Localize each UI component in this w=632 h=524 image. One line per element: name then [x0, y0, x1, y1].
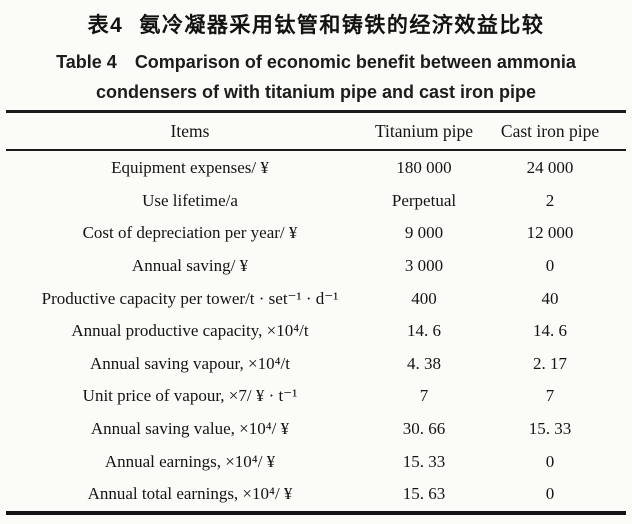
item-label: Equipment expenses/ ¥ [111, 158, 269, 178]
table-row: Productive capacity per tower/t · set⁻¹ … [6, 282, 626, 315]
titanium-value: 9 000 [404, 223, 444, 243]
cast-iron-value: 24 000 [526, 158, 574, 178]
table-row: Unit price of vapour, ×7/ ¥ · t⁻¹ 7 7 [6, 380, 626, 413]
economic-comparison-table: Items Titanium pipe Cast iron pipe Equip… [6, 110, 626, 515]
table-header-row: Items Titanium pipe Cast iron pipe [6, 113, 626, 151]
titanium-value: 15. 33 [402, 451, 446, 471]
title-english-line1: Table 4 Comparison of economic benefit b… [0, 52, 632, 73]
column-header-items: Items [170, 120, 210, 141]
titanium-value: 15. 63 [402, 484, 446, 504]
document-titles: 表4 氨冷凝器采用钛管和铸铁的经济效益比较 Table 4 Comparison… [0, 0, 632, 103]
cast-iron-value: 14. 6 [533, 321, 567, 341]
table-row: Annual total earnings, ×10⁴/ ¥ 15. 63 0 [6, 478, 626, 511]
item-label: Annual saving/ ¥ [131, 256, 249, 276]
titanium-value: 3 000 [404, 256, 444, 276]
cast-iron-value: 2 [545, 190, 555, 210]
cast-iron-value: 0 [545, 484, 555, 504]
cast-iron-value: 0 [545, 451, 555, 471]
item-label: Annual total earnings, ×10⁴/ ¥ [87, 484, 293, 504]
item-label: Annual productive capacity, ×10⁴/t [71, 321, 309, 341]
table-row: Use lifetime/a Perpetual 2 [6, 185, 626, 218]
table-row: Annual saving vapour, ×10⁴/t 4. 38 2. 17 [6, 348, 626, 381]
cast-iron-value: 15. 33 [528, 419, 572, 439]
column-header-titanium-pipe: Titanium pipe [374, 120, 474, 141]
titanium-value: 14. 6 [407, 321, 441, 341]
item-label: Cost of depreciation per year/ ¥ [82, 223, 298, 243]
table-title-en: Comparison of economic benefit between a… [134, 52, 576, 72]
item-label: Annual saving value, ×10⁴/ ¥ [90, 419, 290, 439]
titanium-value: 30. 66 [402, 419, 446, 439]
table-row: Annual productive capacity, ×10⁴/t 14. 6… [6, 315, 626, 348]
item-label: Unit price of vapour, ×7/ ¥ · t⁻¹ [82, 386, 298, 406]
titanium-value: 400 [411, 288, 437, 308]
table-row: Annual saving/ ¥ 3 000 0 [6, 250, 626, 283]
table-number-zh: 表4 [87, 14, 124, 37]
cast-iron-value: 40 [541, 288, 559, 308]
item-label: Use lifetime/a [142, 190, 238, 210]
table-number-en: Table 4 [56, 52, 117, 72]
title-chinese: 表4 氨冷凝器采用钛管和铸铁的经济效益比较 [0, 9, 632, 39]
cast-iron-value: 7 [545, 386, 555, 406]
titanium-value: 7 [419, 386, 429, 406]
item-label: Annual saving vapour, ×10⁴/t [90, 353, 290, 373]
table-body: Equipment expenses/ ¥ 180 000 24 000 Use… [6, 151, 626, 515]
title-english-line2: condensers of with titanium pipe and cas… [95, 82, 537, 102]
cast-iron-value: 0 [545, 256, 555, 276]
table-title-zh: 氨冷凝器采用钛管和铸铁的经济效益比较 [139, 14, 545, 37]
item-label: Annual earnings, ×10⁴/ ¥ [104, 451, 276, 471]
item-label: Productive capacity per tower/t · set⁻¹ … [41, 288, 339, 308]
table-row: Annual earnings, ×10⁴/ ¥ 15. 33 0 [6, 445, 626, 478]
cast-iron-value: 12 000 [526, 223, 574, 243]
table-row: Annual saving value, ×10⁴/ ¥ 30. 66 15. … [6, 413, 626, 446]
table-row: Equipment expenses/ ¥ 180 000 24 000 [6, 152, 626, 185]
titanium-value: Perpetual [391, 190, 457, 210]
titanium-value: 180 000 [396, 158, 452, 178]
titanium-value: 4. 38 [407, 353, 441, 373]
cast-iron-value: 2. 17 [533, 353, 567, 373]
table-row: Cost of depreciation per year/ ¥ 9 000 1… [6, 217, 626, 250]
column-header-cast-iron-pipe: Cast iron pipe [500, 120, 600, 141]
